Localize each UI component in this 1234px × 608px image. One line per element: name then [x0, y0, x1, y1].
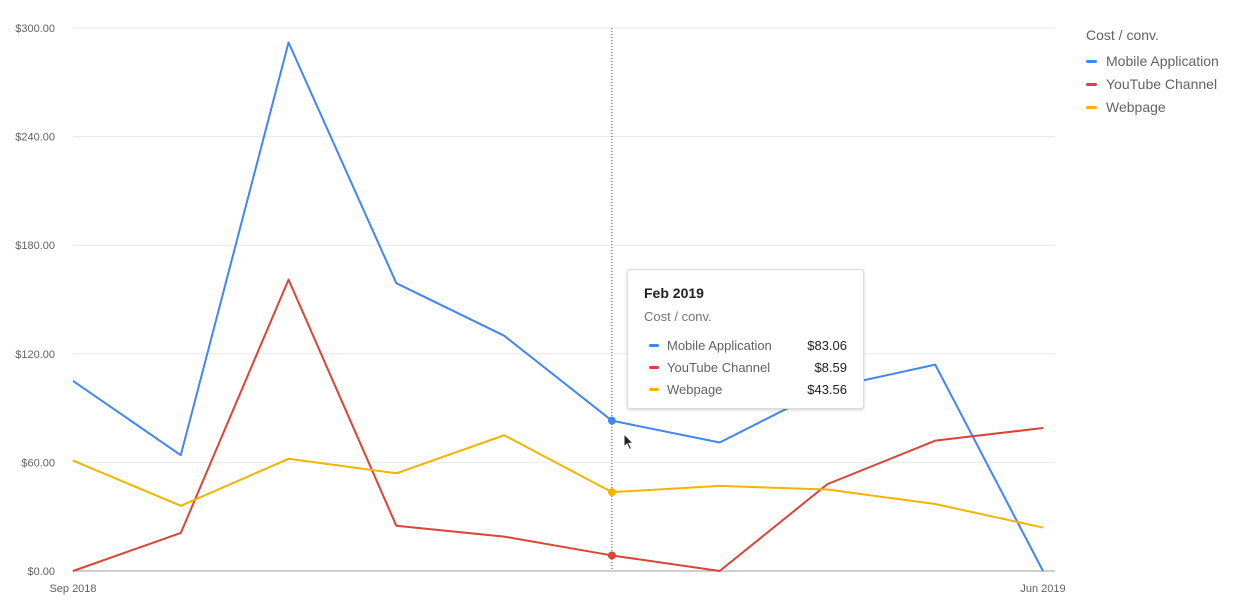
- series-lines[interactable]: [72, 41, 1044, 572]
- tooltip-row-mobile-application: Mobile Application $83.06: [644, 334, 847, 356]
- legend-swatch: [1086, 83, 1097, 86]
- y-tick-label: $120.00: [15, 349, 55, 361]
- tooltip-swatch: [649, 343, 659, 347]
- legend: Cost / conv. Mobile Application YouTube …: [1086, 27, 1219, 119]
- tooltip-row-youtube-channel: YouTube Channel $8.59: [644, 356, 847, 378]
- mouse-pointer-icon: [623, 433, 635, 451]
- legend-item-youtube-channel[interactable]: YouTube Channel: [1086, 73, 1219, 96]
- tooltip-value: $83.06: [807, 337, 847, 353]
- tooltip-value: $8.59: [814, 359, 847, 375]
- highlight-point: [607, 551, 616, 560]
- tooltip-value: $43.56: [807, 381, 847, 397]
- tooltip-label: Webpage: [667, 381, 723, 397]
- series-line-webpage[interactable]: [72, 434, 1044, 529]
- x-axis-ticks: Sep 2018 Jun 2019: [49, 583, 1065, 595]
- legend-label: Mobile Application: [1106, 53, 1219, 69]
- line-chart: $0.00$60.00$120.00$180.00$240.00$300.00 …: [15, 23, 1065, 595]
- legend-swatch: [1086, 106, 1097, 109]
- highlight-point: [607, 416, 616, 425]
- tooltip-swatch: [649, 387, 659, 391]
- tooltip-swatch: [649, 365, 659, 369]
- legend-item-mobile-application[interactable]: Mobile Application: [1086, 50, 1219, 73]
- legend-swatch: [1086, 60, 1097, 63]
- series-line-youtube-channel[interactable]: [72, 278, 1044, 572]
- y-tick-label: $300.00: [15, 23, 55, 35]
- highlighted-points: [607, 416, 616, 560]
- chart-tooltip: Feb 2019 Cost / conv. Mobile Application…: [627, 269, 864, 409]
- y-tick-label: $180.00: [15, 240, 55, 252]
- y-axis-ticks: $0.00 $60.00 $120.00 $180.00 $240.00 $300.00: [15, 23, 55, 578]
- legend-label: Webpage: [1106, 99, 1166, 115]
- tooltip-label: YouTube Channel: [667, 359, 771, 375]
- legend-label: YouTube Channel: [1106, 76, 1218, 92]
- y-tick-label: $240.00: [15, 132, 55, 144]
- series-line-mobile-application[interactable]: [72, 41, 1044, 572]
- tooltip-title: Feb 2019: [644, 285, 704, 301]
- legend-title: Cost / conv.: [1086, 27, 1159, 43]
- y-tick-label: $0.00: [27, 566, 55, 578]
- tooltip-label: Mobile Application: [667, 337, 772, 353]
- x-tick-label: Jun 2019: [1020, 583, 1065, 595]
- legend-item-webpage[interactable]: Webpage: [1086, 96, 1219, 119]
- highlight-point: [607, 488, 616, 497]
- tooltip-subtitle: Cost / conv.: [644, 309, 712, 324]
- gridlines: [73, 27, 1055, 572]
- tooltip-row-webpage: Webpage $43.56: [644, 378, 847, 400]
- y-tick-label: $60.00: [21, 457, 55, 469]
- x-tick-label: Sep 2018: [49, 583, 96, 595]
